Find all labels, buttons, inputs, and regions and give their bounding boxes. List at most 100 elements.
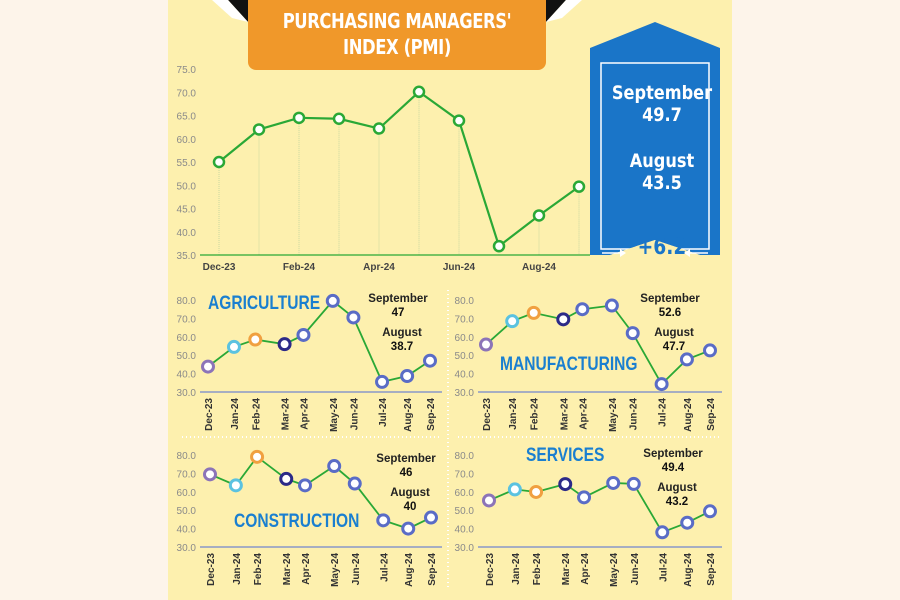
annotation-month1-value: 47 — [392, 307, 405, 319]
annotation-month1-label: September — [643, 448, 703, 460]
y-tick-label: 80.0 — [177, 296, 197, 307]
annotation-month2-value: 47.7 — [663, 341, 685, 353]
y-tick-label: 70.0 — [177, 88, 197, 99]
sector-data-point — [279, 471, 294, 486]
sector-data-point — [505, 314, 520, 329]
sector-data-point — [226, 339, 241, 354]
pmi-data-point — [452, 114, 466, 127]
x-tick-label: Mar-24 — [559, 398, 570, 431]
x-tick-label: Sep-24 — [706, 553, 717, 586]
pmi-series-line — [218, 90, 580, 248]
x-tick-label: Aug-24 — [683, 553, 694, 587]
sector-data-point — [346, 310, 361, 325]
y-tick-label: 60.0 — [177, 333, 197, 344]
sector-title: CONSTRUCTION — [234, 510, 359, 532]
y-tick-label: 60.0 — [455, 333, 475, 344]
pmi-data-point — [412, 85, 426, 99]
pmi-data-point — [332, 112, 346, 126]
sector-data-point — [556, 312, 571, 327]
ribbon-arrows — [602, 249, 708, 257]
y-tick-label: 50.0 — [455, 506, 475, 517]
title-line-2: INDEX (PMI) — [343, 35, 451, 59]
x-tick-label: Jan-24 — [508, 398, 519, 430]
sector-title: AGRICULTURE — [208, 292, 320, 314]
pmi-data-point — [532, 209, 546, 222]
x-tick-label: Apr-24 — [363, 262, 395, 273]
x-tick-label: Dec-23 — [482, 398, 493, 431]
ribbon-month1-label: September — [611, 82, 713, 104]
sector-series-line — [488, 482, 711, 534]
annotation-month2-label: August — [657, 482, 697, 494]
sector-data-point — [507, 482, 522, 497]
x-tick-label: Jul-24 — [658, 398, 669, 427]
sector-data-point — [248, 332, 263, 347]
sector-title: MANUFACTURING — [500, 353, 637, 375]
pmi-data-point — [252, 123, 266, 136]
x-tick-label: Jun-24 — [630, 553, 641, 586]
x-tick-label: May-24 — [609, 553, 620, 587]
pmi-data-point — [572, 180, 586, 193]
x-tick-label: Sep-24 — [427, 553, 438, 586]
sector-data-point — [577, 490, 592, 505]
sector-data-point — [703, 343, 717, 358]
y-tick-label: 70.0 — [455, 469, 475, 480]
ribbon-change: +6.2 — [637, 235, 687, 260]
sector-data-point — [250, 449, 265, 464]
x-tick-label: Mar-24 — [282, 553, 293, 586]
sector-data-point — [401, 521, 416, 536]
ribbon-month1-value: 49.7 — [642, 104, 682, 126]
sector-data-point — [228, 478, 243, 493]
pmi-data-point — [492, 239, 506, 253]
x-tick-label: Feb-24 — [251, 398, 262, 431]
pmi-data-point — [292, 111, 306, 125]
x-tick-label: Sep-24 — [706, 398, 717, 431]
y-tick-label: 30.0 — [455, 543, 475, 554]
sector-data-point — [203, 467, 217, 482]
y-tick-label: 40.0 — [177, 370, 197, 381]
sector-data-point — [325, 293, 340, 308]
sector-data-point — [604, 298, 619, 313]
right-arrow-head-icon — [684, 249, 690, 257]
sector-data-point — [347, 476, 362, 491]
x-tick-label: Jun-24 — [349, 398, 360, 431]
annotation-month1-label: September — [640, 293, 700, 305]
annotation-month1-label: September — [376, 453, 436, 465]
x-tick-label: Apr-24 — [301, 553, 312, 585]
y-tick-label: 75.0 — [177, 65, 197, 76]
x-tick-label: Dec-23 — [206, 553, 217, 586]
sector-data-point — [655, 525, 670, 540]
y-tick-label: 60.0 — [177, 488, 197, 499]
y-tick-label: 55.0 — [177, 158, 197, 169]
sector-data-point — [680, 515, 695, 530]
sector-data-point — [201, 359, 215, 374]
sector-data-point — [423, 353, 437, 368]
left-white-flap — [212, 0, 248, 22]
sector-series-line — [207, 299, 431, 383]
x-tick-label: Jul-24 — [658, 553, 669, 582]
x-tick-label: Aug-24 — [683, 398, 694, 432]
sector-data-point — [625, 326, 640, 341]
annotation-month1-value: 49.4 — [662, 462, 685, 474]
sector-data-point — [376, 513, 391, 528]
x-tick-label: Apr-24 — [578, 398, 589, 430]
y-tick-label: 45.0 — [177, 205, 197, 216]
y-tick-label: 30.0 — [177, 543, 197, 554]
annotation-month1-value: 52.6 — [659, 307, 681, 319]
y-tick-label: 30.0 — [177, 388, 197, 399]
sector-data-point — [558, 477, 573, 492]
x-tick-label: Jun-24 — [351, 553, 362, 586]
x-tick-label: May-24 — [608, 398, 619, 432]
y-tick-label: 40.0 — [455, 525, 475, 536]
y-tick-label: 30.0 — [455, 388, 475, 399]
ribbon-month2-label: August — [629, 150, 695, 172]
y-tick-label: 50.0 — [177, 351, 197, 362]
annotation-month2-label: August — [382, 327, 422, 339]
annotation-month1-value: 46 — [400, 467, 413, 479]
y-tick-label: 35.0 — [177, 251, 197, 262]
y-tick-label: 60.0 — [455, 488, 475, 499]
ribbon-notch — [590, 240, 720, 265]
x-tick-label: Apr-24 — [299, 398, 310, 430]
left-arrow-head-icon — [620, 249, 626, 257]
annotation-month2-value: 38.7 — [391, 341, 413, 353]
